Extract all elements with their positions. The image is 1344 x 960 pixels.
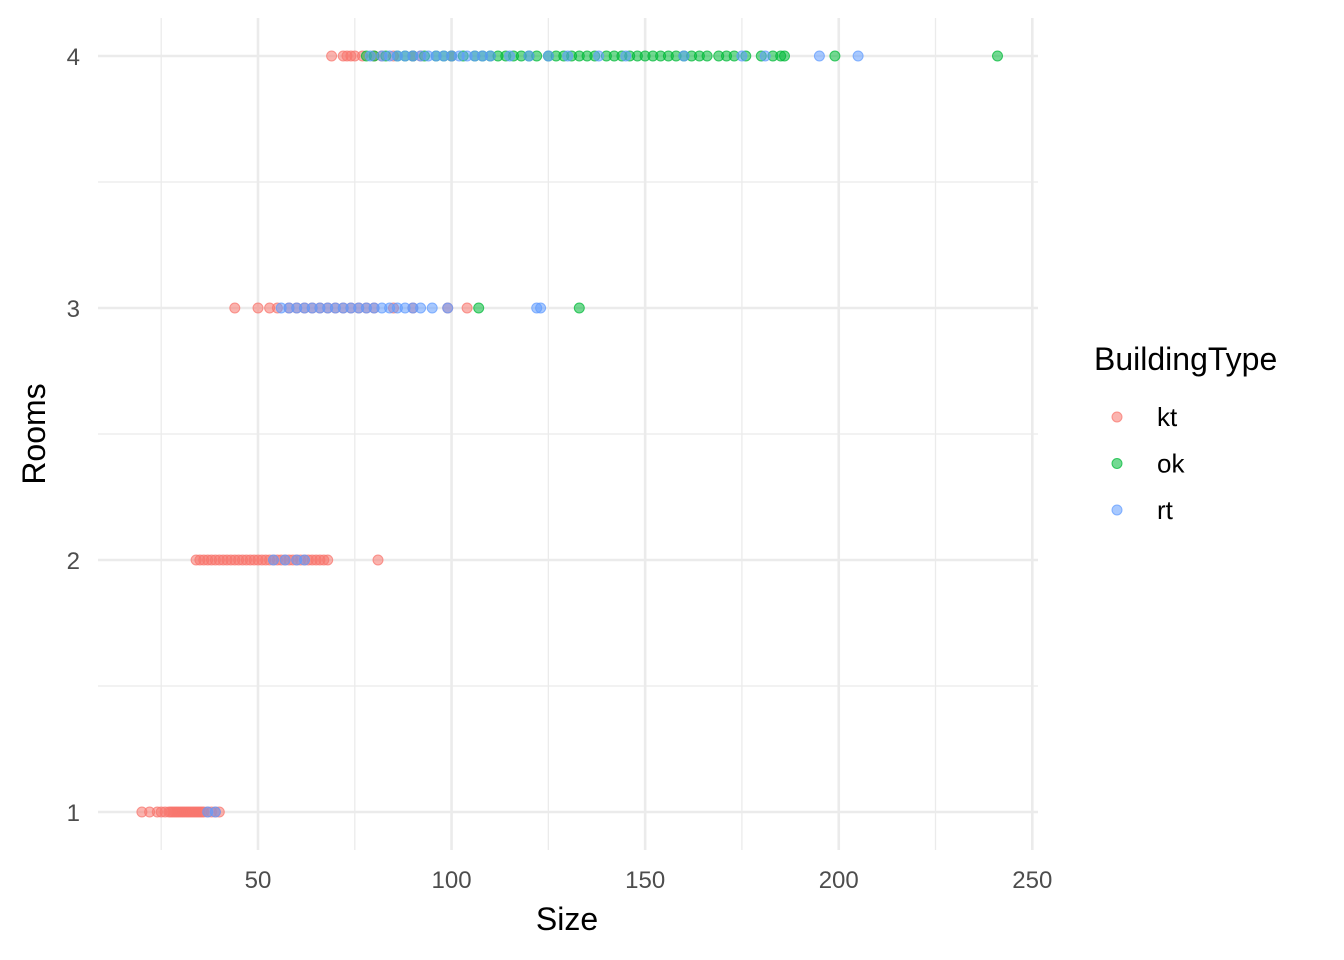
data-point-kt — [252, 302, 264, 314]
data-point-kt — [461, 302, 473, 314]
data-point-rt — [279, 554, 291, 566]
legend-key-ok — [1111, 458, 1123, 469]
y-tick-label: 2 — [67, 548, 80, 575]
legend-key-kt — [1111, 411, 1123, 423]
data-point-rt — [209, 806, 221, 818]
data-point-ok — [829, 50, 841, 62]
data-point-rt — [484, 50, 496, 62]
y-axis-title: Rooms — [16, 383, 52, 484]
y-tick-label: 1 — [67, 800, 80, 827]
data-point-rt — [268, 554, 279, 566]
data-points — [136, 50, 1003, 818]
data-point-rt — [523, 50, 535, 62]
legend-title: BuildingType — [1094, 341, 1277, 377]
x-axis-title: Size — [536, 901, 598, 937]
x-tick-label: 150 — [625, 867, 665, 894]
minor-gridlines — [98, 18, 1038, 850]
data-point-rt — [759, 50, 771, 62]
data-point-rt — [535, 302, 547, 314]
data-point-rt — [736, 50, 748, 62]
data-point-rt — [562, 50, 574, 62]
data-point-rt — [852, 50, 864, 62]
y-tick-label: 4 — [67, 44, 80, 71]
x-tick-label: 100 — [432, 867, 472, 894]
legend-label-ok: ok — [1157, 449, 1185, 479]
data-point-rt — [415, 302, 427, 314]
y-tick-label: 3 — [67, 296, 80, 323]
data-point-kt — [326, 50, 338, 62]
y-axis-tick-labels: 1 2 3 4 — [67, 44, 80, 827]
data-point-rt — [593, 50, 605, 62]
data-point-rt — [442, 302, 454, 314]
data-point-rt — [678, 50, 690, 62]
legend-key-rt — [1111, 504, 1123, 516]
data-point-rt — [542, 50, 554, 62]
x-tick-label: 50 — [245, 867, 272, 894]
legend: BuildingType kt ok rt — [1094, 341, 1277, 525]
data-point-ok — [779, 50, 790, 62]
x-axis-tick-labels: 50 100 150 200 250 — [245, 867, 1053, 894]
data-point-rt — [504, 50, 516, 62]
x-tick-label: 200 — [819, 867, 859, 894]
data-point-ok — [701, 50, 713, 62]
data-point-ok — [992, 50, 1003, 62]
data-point-rt — [364, 50, 376, 62]
data-point-rt — [620, 50, 632, 62]
data-point-rt — [426, 302, 438, 314]
data-point-kt — [229, 302, 241, 314]
data-point-ok — [473, 302, 485, 314]
legend-label-rt: rt — [1157, 495, 1174, 525]
legend-label-kt: kt — [1157, 402, 1178, 432]
data-point-rt — [813, 50, 825, 62]
data-point-ok — [573, 302, 585, 314]
x-tick-label: 250 — [1012, 867, 1052, 894]
data-point-kt — [322, 554, 334, 566]
data-point-rt — [299, 554, 310, 566]
data-point-kt — [372, 554, 384, 566]
